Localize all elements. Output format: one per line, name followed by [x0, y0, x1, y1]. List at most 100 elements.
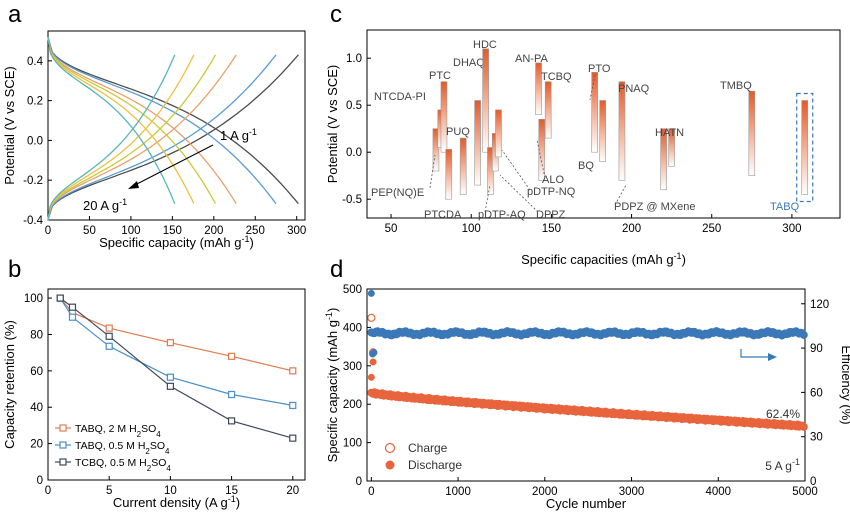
bar-puq — [459, 137, 467, 195]
bar-hdc — [482, 48, 489, 153]
discharge-curve-4 — [47, 36, 217, 205]
x-tick-label-d: 4000 — [705, 486, 731, 498]
bar-label-pdtp-aq: pDTP-AQ — [478, 209, 526, 221]
charge-curve-5 — [47, 54, 195, 221]
x-tick-label-b: 0 — [45, 485, 51, 497]
y-tick-label-d: 0 — [356, 476, 362, 488]
bar-label-ntcda-pi: NTCDA-PI — [374, 91, 426, 103]
x-tick-label-a: 250 — [246, 225, 265, 237]
y-tick-label-a: -0.2 — [23, 175, 43, 187]
data-point-b — [68, 313, 77, 321]
discharge-curve-2 — [47, 36, 277, 205]
y-tick-label-d: 100 — [343, 438, 362, 450]
x-tick-label-d: 5000 — [792, 486, 818, 498]
capacity-point — [799, 422, 808, 431]
bar-label-pnaq: PNAQ — [618, 83, 650, 95]
bar-pep-nq-e — [432, 128, 440, 172]
y-axis-title-b: Capacity retention (%) — [2, 320, 17, 449]
x-tick-label-a: 200 — [204, 225, 223, 237]
charge-curve-3 — [47, 54, 237, 221]
label-20A: 20 A g-1 — [83, 197, 127, 213]
chart-d: 0 1000 2000 3000 4000 50000100200300400500030… — [324, 284, 850, 511]
bar-ptcda — [445, 149, 453, 200]
data-point-b — [227, 390, 236, 399]
bar-label-an-pa: AN-PA — [515, 53, 548, 65]
bar-label-hatn: HATN — [655, 127, 684, 139]
x-tick-label-a: 50 — [83, 225, 96, 237]
charge-early-point — [367, 313, 376, 322]
efficiency-point — [799, 330, 808, 339]
panel-label-a: a — [8, 1, 22, 28]
x-tick-label-d: 1000 — [445, 486, 471, 498]
leader-line-c-5 — [536, 139, 546, 179]
x-axis-title-d: Cycle number — [546, 496, 627, 511]
legend-label-discharge: Discharge — [408, 458, 462, 472]
tabq-highlight-box — [796, 92, 814, 203]
data-point-b — [56, 294, 64, 302]
data-point-b — [289, 401, 297, 410]
y-tick-label-d: 500 — [343, 284, 362, 296]
bar-pdtp-nq — [495, 109, 502, 158]
x-tick-label-a: 0 — [45, 225, 51, 237]
rate-label-d: 5 A g-1 — [765, 457, 800, 473]
bar-label-puq: PUQ — [446, 126, 470, 138]
efficiency-axis-arrow — [740, 349, 770, 358]
chart-a: 0 50 100 150 200 250 300 -0.4 -0.2 0.0 0.2 0.4 Speci… — [2, 30, 306, 250]
legend-label-charge: Charge — [408, 441, 448, 455]
data-point-b — [227, 417, 236, 425]
x-axis-title-a: Specific capacity (mAh g-1) — [99, 234, 254, 250]
x-tick-label-a: 300 — [287, 225, 306, 237]
x-tick-label-a: 150 — [163, 225, 182, 237]
y2-tick-label-d: 30 — [810, 432, 823, 444]
legend-marker-b-2 — [59, 441, 67, 449]
plot-frame-b — [47, 288, 306, 481]
bar-bq — [591, 72, 598, 153]
x-tick-label-c: 300 — [782, 223, 801, 235]
leader-line-c-3 — [499, 174, 539, 213]
x-tick-label-c: 250 — [702, 223, 721, 235]
label-1A: 1 A g-1 — [220, 127, 257, 143]
x-axis-title-c: Specific capacities (mAh g-1) — [521, 251, 686, 267]
panel-label-b: b — [8, 256, 21, 283]
discharge-curve-3 — [47, 36, 237, 205]
y-tick-label-b: 60 — [30, 366, 43, 378]
legend-marker-charge — [384, 442, 396, 454]
bar-label-ptc: PTC — [429, 70, 451, 82]
y-tick-label-d: 300 — [343, 361, 362, 373]
bar-tabq — [801, 100, 809, 195]
chart-b: 0 5 10 15 20 0 20 40 60 80 100 Current density (A g… — [2, 288, 306, 510]
discharge-curve-5 — [47, 36, 195, 204]
bar-pto — [599, 100, 606, 162]
data-point-b — [166, 373, 174, 381]
bar-label-pdpz-mxene: PDPZ @ MXene — [614, 201, 695, 213]
bar-label-pep-nq-e: PEP(NQ)E — [371, 187, 424, 199]
x-tick-label-d: 3000 — [619, 486, 645, 498]
bar-hatn — [668, 128, 675, 167]
discharge-early-point — [369, 358, 377, 366]
data-point-b — [166, 382, 174, 390]
bar-pnaq — [618, 81, 626, 181]
efficiency-early-point — [370, 349, 378, 357]
panel-label-d: d — [330, 256, 343, 283]
efficiency-series — [367, 327, 808, 340]
retention-label: 62.4% — [766, 407, 800, 421]
y-axis-title-d: Specific capacity (mAh g-1) — [324, 308, 340, 463]
efficiency-early-point — [367, 289, 375, 297]
y2-tick-label-d: 0 — [810, 476, 816, 488]
y-tick-label-b: 100 — [24, 293, 43, 305]
y2-tick-label-d: 90 — [810, 343, 823, 355]
x-tick-label-b: 15 — [225, 485, 238, 497]
bar-label-dhaq: DHAQ — [453, 57, 485, 69]
x-tick-label-c: 200 — [622, 223, 641, 235]
data-point-b — [105, 324, 113, 332]
data-point-b — [105, 332, 113, 340]
leader-line-c-4 — [501, 149, 531, 191]
x-tick-label-b: 5 — [106, 485, 112, 497]
plot-frame-c — [366, 29, 841, 219]
bar-pdpz-mxene — [660, 128, 667, 191]
bar-label-dppz: DPPZ — [536, 209, 566, 221]
x-axis-title-b: Current density (A g-1) — [113, 494, 240, 510]
data-point-b — [289, 367, 297, 375]
bar-label-bq: BQ — [578, 160, 594, 172]
